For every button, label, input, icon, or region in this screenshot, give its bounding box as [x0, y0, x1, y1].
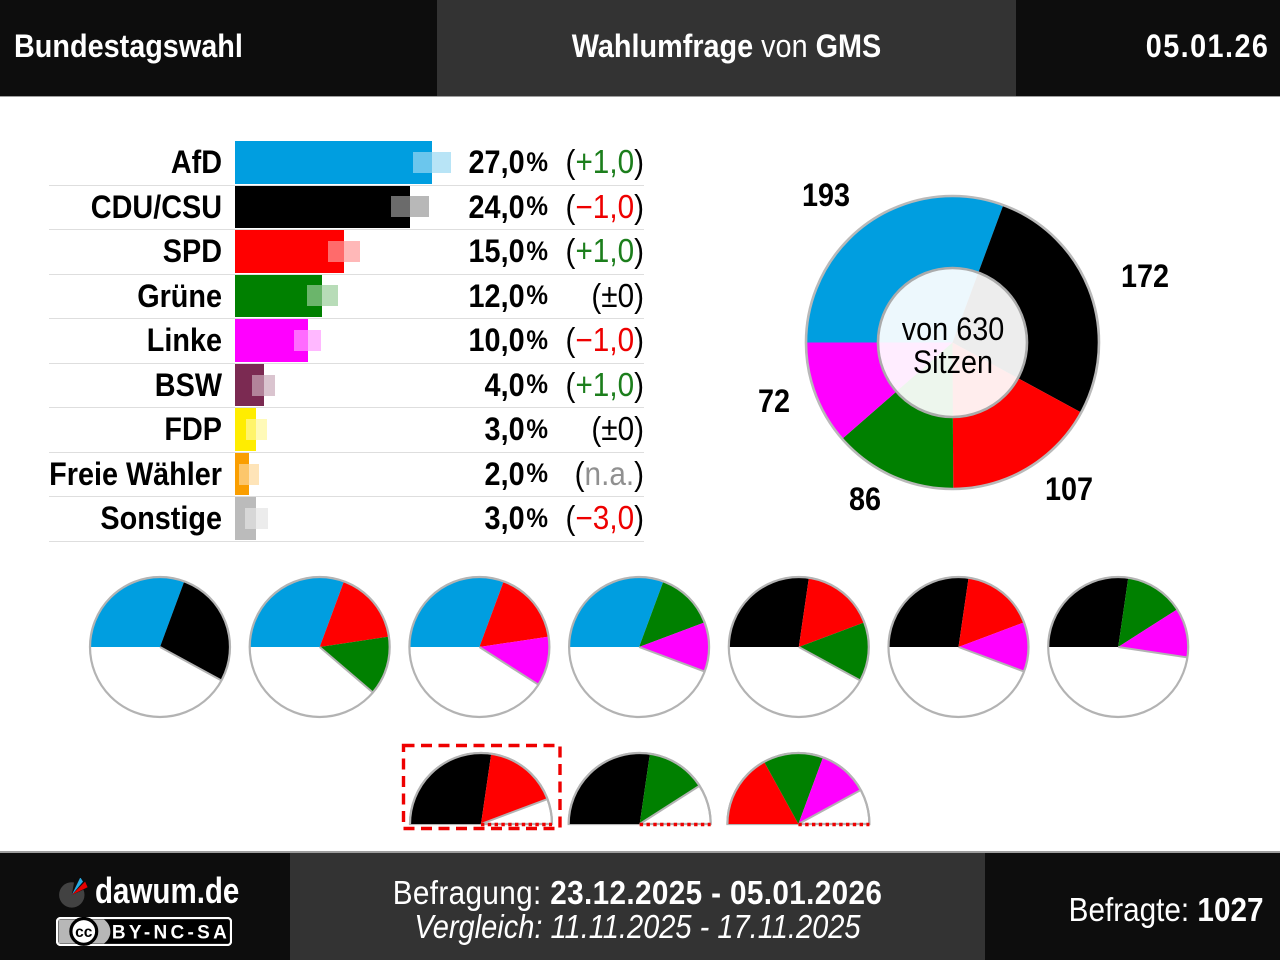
- svg-text:cc: cc: [75, 923, 93, 940]
- svg-text:BY-NC-SA: BY-NC-SA: [112, 922, 230, 943]
